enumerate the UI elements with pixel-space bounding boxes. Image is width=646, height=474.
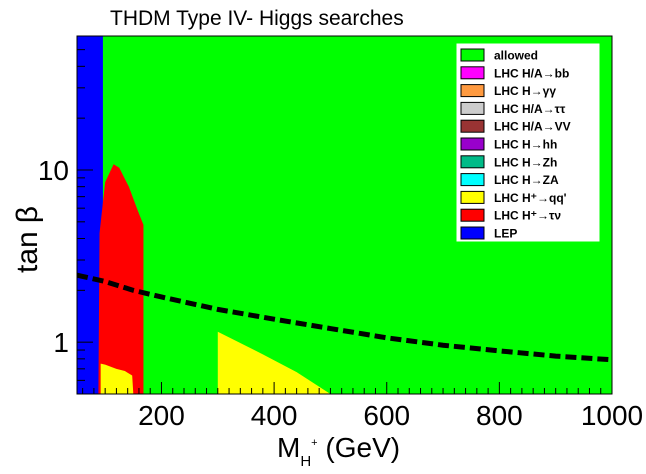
legend-swatch-hza bbox=[460, 173, 485, 187]
x-tick-label: 200 bbox=[138, 400, 185, 431]
chart-title: THDM Type IV- Higgs searches bbox=[110, 7, 404, 30]
legend-label-hzh: LHC H→Zh bbox=[494, 155, 557, 169]
plot-frame bbox=[76, 35, 613, 395]
legend-swatch-hbb bbox=[460, 66, 485, 80]
exclusion-region-2 bbox=[100, 363, 134, 394]
legend-label-htautau: LHC H/A→ττ bbox=[494, 102, 566, 116]
x-tick-label: 600 bbox=[363, 400, 410, 431]
legend-label-htaunu: LHC H⁺→τν bbox=[494, 209, 561, 223]
exclusion-region-1 bbox=[98, 164, 144, 394]
legend-swatch-allowed bbox=[460, 48, 485, 62]
legend-swatch-lep bbox=[460, 226, 485, 240]
y-tick-label: 10 bbox=[38, 155, 69, 186]
legend-label-hgg: LHC H→γγ bbox=[494, 84, 556, 98]
x-tick-label: 400 bbox=[251, 400, 298, 431]
y-tick-label: 1 bbox=[53, 327, 69, 358]
legend-swatch-htautau bbox=[460, 101, 485, 115]
legend-swatch-hzh bbox=[460, 155, 485, 169]
exclusion-region-3 bbox=[217, 331, 331, 394]
exclusion-region-0 bbox=[77, 36, 103, 394]
legend-swatch-hqq bbox=[460, 190, 485, 204]
legend-label-hvv: LHC H/A→VV bbox=[494, 120, 571, 134]
y-axis-label: tanβ bbox=[11, 206, 44, 273]
legend-label-lep: LEP bbox=[494, 227, 517, 241]
legend-swatch-hhh bbox=[460, 137, 485, 151]
legend-label-allowed: allowed bbox=[494, 49, 538, 63]
legend-label-hqq: LHC H⁺→qq' bbox=[494, 191, 567, 205]
legend-swatch-hvv bbox=[460, 119, 485, 133]
dashed-curve bbox=[77, 272, 612, 363]
legend: allowed LHC H/A→bb LHC H→γγ LHC H/A→ττ LHC H… bbox=[456, 43, 600, 242]
legend-swatch-hgg bbox=[460, 84, 485, 98]
x-tick-label: 800 bbox=[476, 400, 523, 431]
legend-swatch-htaunu bbox=[460, 208, 485, 222]
legend-label-hza: LHC H→ZA bbox=[494, 173, 559, 187]
x-tick-label: 1000 bbox=[581, 400, 643, 431]
legend-label-hhh: LHC H→hh bbox=[494, 138, 557, 152]
legend-label-hbb: LHC H/A→bb bbox=[494, 66, 569, 80]
x-axis-label: MH+ (GeV) bbox=[277, 432, 400, 470]
